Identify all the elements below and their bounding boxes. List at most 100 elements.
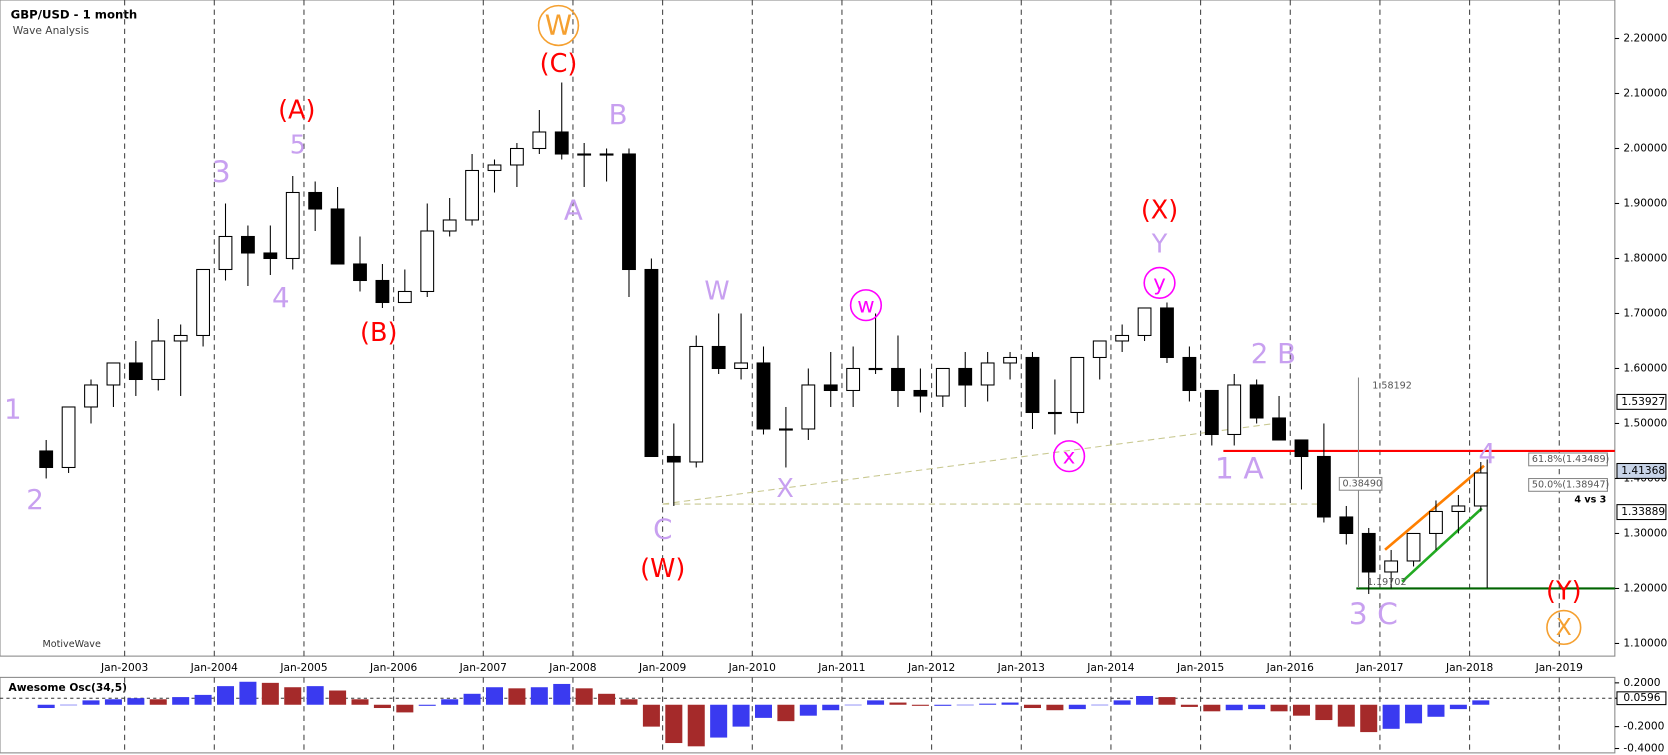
candle-body (1429, 510, 1443, 535)
x-tick-label: Jan-2003 (100, 661, 148, 674)
osc-bar (844, 704, 862, 706)
candle-body (1137, 307, 1152, 337)
candle-body (756, 362, 771, 430)
osc-bar (216, 686, 235, 705)
osc-bar (934, 704, 952, 706)
candle-body (577, 153, 592, 156)
osc-bar (1225, 704, 1243, 711)
candle-body (711, 345, 726, 370)
osc-bar (149, 699, 167, 705)
candle-body (891, 367, 905, 392)
candle-body (353, 263, 367, 282)
wave-label: (C) (540, 49, 578, 79)
osc-bar (1136, 695, 1154, 705)
y-tick-label: 1.80000 (1623, 251, 1667, 264)
y-tick-label: 1.90000 (1623, 196, 1667, 209)
osc-bar (754, 704, 772, 718)
wave-label: 4 (1478, 437, 1496, 470)
wave-label: x (1063, 444, 1076, 469)
note-box (1528, 477, 1608, 492)
y-tick-label: 0.2000 (1623, 676, 1660, 689)
candle-body (913, 389, 928, 397)
chart-subtitle: Wave Analysis (13, 24, 90, 37)
candle-body (532, 131, 547, 150)
note-box (1528, 452, 1608, 467)
candle-body (689, 345, 704, 463)
candle-body (218, 235, 233, 271)
candle-body (1249, 384, 1264, 419)
candle-body (734, 362, 748, 370)
osc-bar (889, 702, 907, 705)
osc-bar (710, 704, 728, 738)
osc-bar (1270, 704, 1288, 712)
candle-body (263, 252, 278, 260)
candle-body (846, 367, 861, 392)
candle-body (84, 384, 98, 408)
wave-label: B (609, 98, 628, 131)
candle-body (1003, 356, 1017, 364)
candle-body (1294, 439, 1309, 458)
wave-label: w (857, 293, 874, 318)
x-tick-label: Jan-2007 (459, 661, 507, 674)
osc-bar (1248, 704, 1266, 710)
osc-bar (575, 688, 593, 705)
x-tick-label: Jan-2009 (638, 661, 687, 674)
y-tick-label: 1.10000 (1623, 636, 1667, 649)
candle-body (1361, 532, 1376, 573)
candle-body (1272, 417, 1286, 441)
x-tick-label: Jan-2016 (1266, 661, 1315, 674)
candle-body (151, 340, 166, 381)
osc-bar (665, 704, 683, 744)
y-tick-label: -0.2000 (1623, 720, 1664, 733)
wave-label: 3 (212, 155, 231, 190)
x-tick-label: Jan-2010 (728, 661, 777, 674)
price-label: 1.41368 (1621, 464, 1665, 477)
candle-body (128, 362, 143, 381)
osc-bar (1427, 704, 1445, 717)
osc-bar (979, 703, 997, 705)
osc-bar (37, 704, 55, 709)
osc-bar (1001, 702, 1019, 705)
osc-bar (867, 700, 885, 705)
y-tick-label: 1.50000 (1623, 416, 1667, 429)
note: 4 vs 3 (1574, 494, 1606, 505)
candle-body (958, 367, 973, 386)
candle-body (106, 362, 121, 386)
candle-body (801, 384, 816, 430)
osc-bar (508, 688, 526, 705)
osc-bar (1113, 700, 1131, 705)
osc-bar (956, 704, 974, 706)
candle-body (1047, 411, 1062, 415)
osc-bar (530, 687, 548, 705)
osc-bar (687, 704, 705, 747)
candle-body (666, 455, 681, 463)
x-tick-label: Jan-2012 (907, 661, 955, 674)
candle-body (420, 230, 435, 293)
osc-bar (351, 699, 369, 705)
osc-bar (1360, 704, 1378, 733)
wave-label: (W) (640, 554, 685, 584)
wave-label: (A) (278, 96, 315, 126)
candle-body (1339, 516, 1354, 535)
candle-body (308, 191, 323, 210)
tick-badge (1616, 691, 1667, 706)
candle-body (599, 153, 614, 156)
y-tick-label: 1.20000 (1623, 581, 1667, 594)
osc-bar (396, 704, 414, 713)
osc-bar (1046, 704, 1064, 711)
osc-bar (732, 704, 750, 727)
x-tick-label: Jan-2013 (997, 661, 1045, 674)
osc-bar (1158, 697, 1176, 705)
candle-body (285, 191, 300, 260)
plot-frame (0, 0, 1616, 657)
y-tick-label: 1.70000 (1623, 306, 1667, 319)
x-tick-label: Jan-2005 (279, 661, 327, 674)
candle-body (509, 147, 524, 166)
wave-circle (1053, 440, 1086, 473)
osc-bar (373, 704, 391, 709)
wave-label: y (1153, 271, 1166, 296)
osc-title: Awesome Osc(34,5) (9, 681, 127, 694)
y-tick-label: 1.60000 (1623, 361, 1667, 374)
candle-body (778, 428, 793, 431)
wave-label: (B) (360, 318, 397, 348)
